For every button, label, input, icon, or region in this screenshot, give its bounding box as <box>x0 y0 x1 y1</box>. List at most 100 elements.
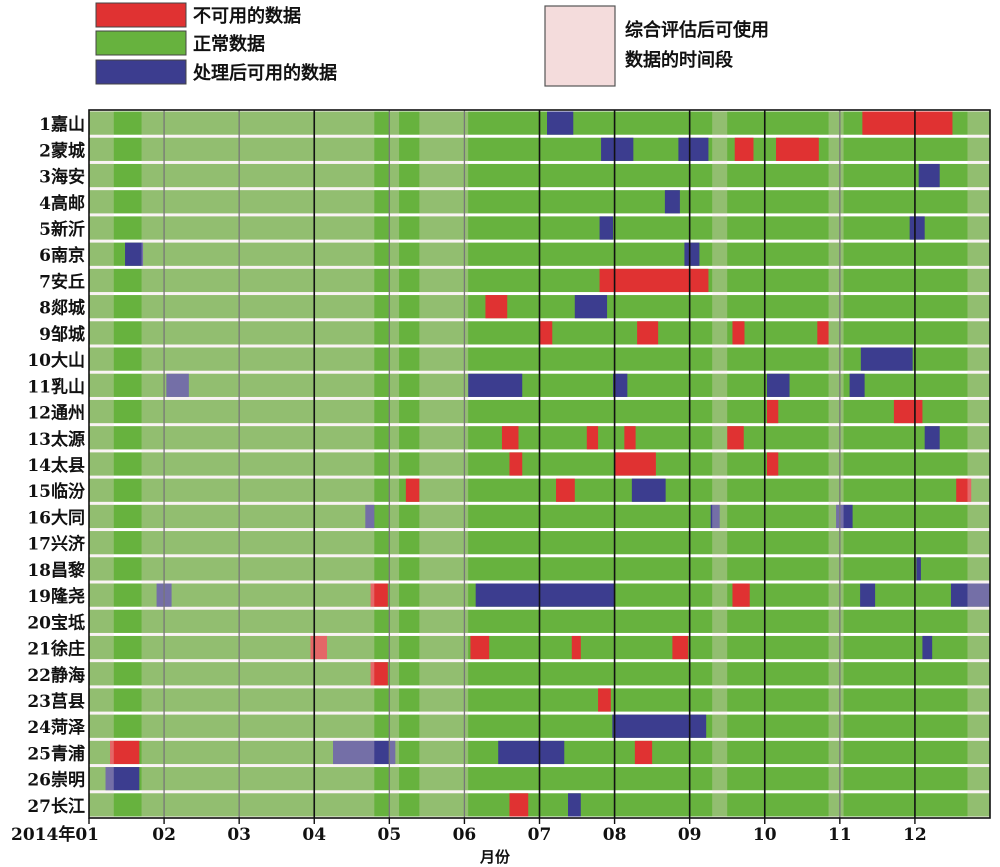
segment-processed <box>574 295 608 319</box>
station-label: 24菏泽 <box>27 717 85 738</box>
segment-unavailable <box>734 137 754 161</box>
segment-unavailable <box>509 452 523 476</box>
segment-processed <box>924 426 940 450</box>
segment-unavailable <box>501 426 519 450</box>
segment-unavailable <box>672 635 689 660</box>
station-label: 13太源 <box>27 429 85 450</box>
station-label: 10大山 <box>27 350 85 371</box>
segment-unavailable <box>624 426 636 450</box>
segment-processed <box>475 583 615 607</box>
station-label: 21徐庄 <box>27 639 85 660</box>
x-tick-label: 05 <box>377 825 401 845</box>
station-label: 19隆尧 <box>27 586 85 607</box>
station-label: 4高邮 <box>39 193 85 214</box>
station-label: 16大同 <box>27 507 85 528</box>
x-tick-label: 11 <box>828 825 852 845</box>
legend-label-unavailable: 不可用的数据 <box>193 5 301 27</box>
segment-unavailable <box>893 399 923 424</box>
segment-unavailable <box>634 740 653 765</box>
x-tick-label: 02 <box>152 825 176 845</box>
assessed-period <box>389 110 400 818</box>
station-label: 26崇明 <box>27 771 85 791</box>
segment-processed <box>498 740 565 765</box>
segment-unavailable <box>732 583 750 607</box>
segment-unavailable <box>862 111 953 135</box>
assessed-period <box>89 110 114 818</box>
station-label: 12通州 <box>27 404 85 424</box>
segment-unavailable <box>727 426 744 450</box>
segment-unavailable <box>539 321 553 345</box>
segment-unavailable <box>817 321 829 345</box>
station-label: 5新沂 <box>39 219 85 240</box>
station-label: 8郯城 <box>39 298 85 319</box>
segment-processed <box>922 635 933 660</box>
segment-unavailable <box>405 478 420 502</box>
segment-processed <box>599 216 614 240</box>
segment-processed <box>631 478 666 502</box>
segment-processed <box>950 583 990 607</box>
station-label: 15临汾 <box>27 481 85 502</box>
plot-area: 1嘉山 2蒙城 3海安 4高邮 5新沂 6南京 7安丘 8郯城 9邹城 10大山 11乳山 12通州 1… <box>11 109 991 845</box>
segment-processed <box>860 583 876 607</box>
segment-processed <box>125 242 144 266</box>
segment-processed <box>547 111 574 135</box>
station-label: 27长江 <box>27 796 85 817</box>
segment-processed <box>333 740 396 765</box>
station-label: 23莒县 <box>27 691 85 712</box>
legend-swatch-unavailable <box>95 2 187 28</box>
segment-processed <box>612 714 707 738</box>
x-axis-label: 月份 <box>479 848 511 866</box>
segment-processed <box>849 373 865 397</box>
segment-unavailable <box>599 268 709 293</box>
segment-unavailable <box>767 452 779 476</box>
x-tick-label: 12 <box>903 825 927 845</box>
segment-processed <box>365 504 375 529</box>
segment-unavailable <box>614 452 656 476</box>
station-label: 18昌黎 <box>27 560 85 581</box>
x-tick-label: 10 <box>753 825 777 845</box>
legend-label-normal: 正常数据 <box>193 33 265 55</box>
station-label: 25青浦 <box>27 743 85 764</box>
segment-unavailable <box>598 688 611 712</box>
segment-unavailable <box>637 321 659 345</box>
segment-unavailable <box>370 662 388 686</box>
segment-processed <box>860 347 913 371</box>
station-label: 14太县 <box>27 455 85 476</box>
assessed-period <box>141 110 375 818</box>
segment-processed <box>105 767 140 791</box>
station-label: 3海安 <box>39 167 85 188</box>
segment-processed <box>710 504 720 529</box>
x-tick-label: 04 <box>302 825 326 845</box>
legend-swatch-assessed <box>544 5 616 87</box>
station-label: 2蒙城 <box>39 140 85 161</box>
segment-unavailable <box>776 137 819 161</box>
legend-label-assessed-line2: 数据的时间段 <box>625 49 734 71</box>
segment-unavailable <box>110 740 140 765</box>
segment-processed <box>468 373 523 397</box>
segment-unavailable <box>767 399 779 424</box>
legend-swatch-processed <box>95 59 187 85</box>
segment-unavailable <box>485 295 508 319</box>
station-label: 9邹城 <box>39 324 85 345</box>
assessed-period <box>712 110 728 818</box>
station-label: 20宝坻 <box>27 612 85 633</box>
segment-unavailable <box>470 635 490 660</box>
segment-unavailable <box>571 635 581 660</box>
assessed-period <box>828 110 844 818</box>
x-tick-label: 08 <box>603 825 627 845</box>
x-tick-label: 2014年01 <box>11 824 99 845</box>
segment-unavailable <box>732 321 745 345</box>
assessed-period <box>419 110 469 818</box>
station-label: 17兴济 <box>27 534 86 555</box>
x-tick-label: 09 <box>678 825 702 845</box>
legend: 不可用的数据 正常数据 处理后可用的数据 综合评估后可使用 数据的时间段 <box>95 2 769 87</box>
station-label: 6南京 <box>39 245 85 266</box>
x-tick-label: 03 <box>227 825 251 845</box>
segment-processed <box>909 216 925 240</box>
segment-processed <box>678 137 709 161</box>
segment-unavailable <box>509 793 529 817</box>
segment-unavailable <box>370 583 388 607</box>
station-label: 11乳山 <box>27 376 85 397</box>
assessed-period <box>967 110 990 818</box>
